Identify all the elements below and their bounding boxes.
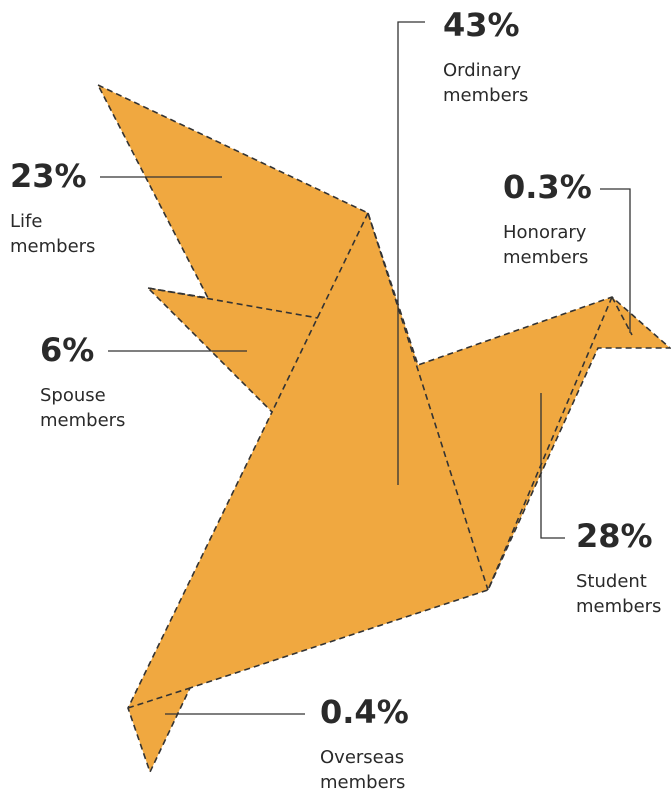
percent: 23%	[10, 157, 87, 195]
label-line: members	[320, 772, 405, 791]
percent: 28%	[576, 517, 653, 555]
label-line: Ordinary	[443, 60, 522, 81]
percent: 0.4%	[320, 693, 409, 731]
label-line: members	[10, 236, 95, 257]
label-line: Spouse	[40, 385, 106, 406]
percent: 0.3%	[503, 168, 592, 206]
label-line: Honorary	[503, 222, 587, 243]
label-line: members	[576, 596, 661, 617]
infographic: 43% Ordinary members 23% Life members 0.3% Hono…	[0, 0, 671, 791]
label-line: members	[503, 247, 588, 268]
label-line: Student	[576, 571, 647, 592]
percent: 43%	[443, 6, 520, 44]
label-line: members	[40, 410, 125, 431]
label-line: Overseas	[320, 747, 404, 768]
percent: 6%	[40, 331, 94, 369]
label-line: members	[443, 85, 528, 106]
label-line: Life	[10, 211, 42, 232]
